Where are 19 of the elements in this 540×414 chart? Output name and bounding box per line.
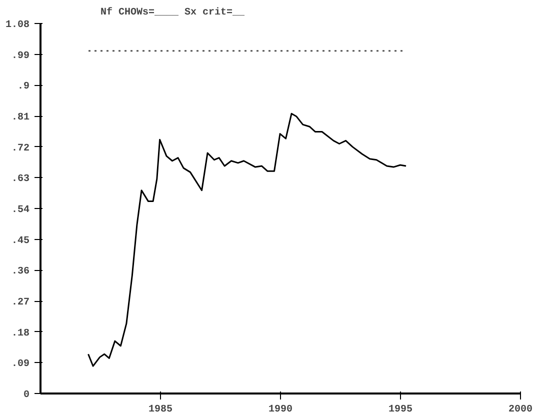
y-tick-label: .36 <box>11 266 30 278</box>
y-tick-label: .54 <box>11 205 30 216</box>
y-tick-label: .18 <box>11 328 30 340</box>
x-tick-label: 1985 <box>148 404 173 414</box>
y-tick-label: .9 <box>18 82 30 93</box>
chart-title: Nf CHOWs=____ Sx crit=__ <box>100 6 246 18</box>
x-tick-label: 1990 <box>268 404 293 414</box>
y-tick-label: 1.08 <box>5 20 30 31</box>
y-tick-label: .09 <box>11 359 30 370</box>
y-tick-label: .45 <box>11 236 30 247</box>
y-tick-label: .63 <box>11 174 30 186</box>
y-tick-label: .99 <box>11 50 30 62</box>
x-tick-label: 2000 <box>508 404 533 414</box>
y-tick-label: .27 <box>11 298 30 308</box>
y-tick-label: .81 <box>11 112 30 124</box>
line-series <box>88 112 407 367</box>
y-tick-label: .72 <box>11 143 30 154</box>
x-tick-label: 1995 <box>388 404 413 414</box>
y-tick-label: 0 <box>24 390 30 401</box>
